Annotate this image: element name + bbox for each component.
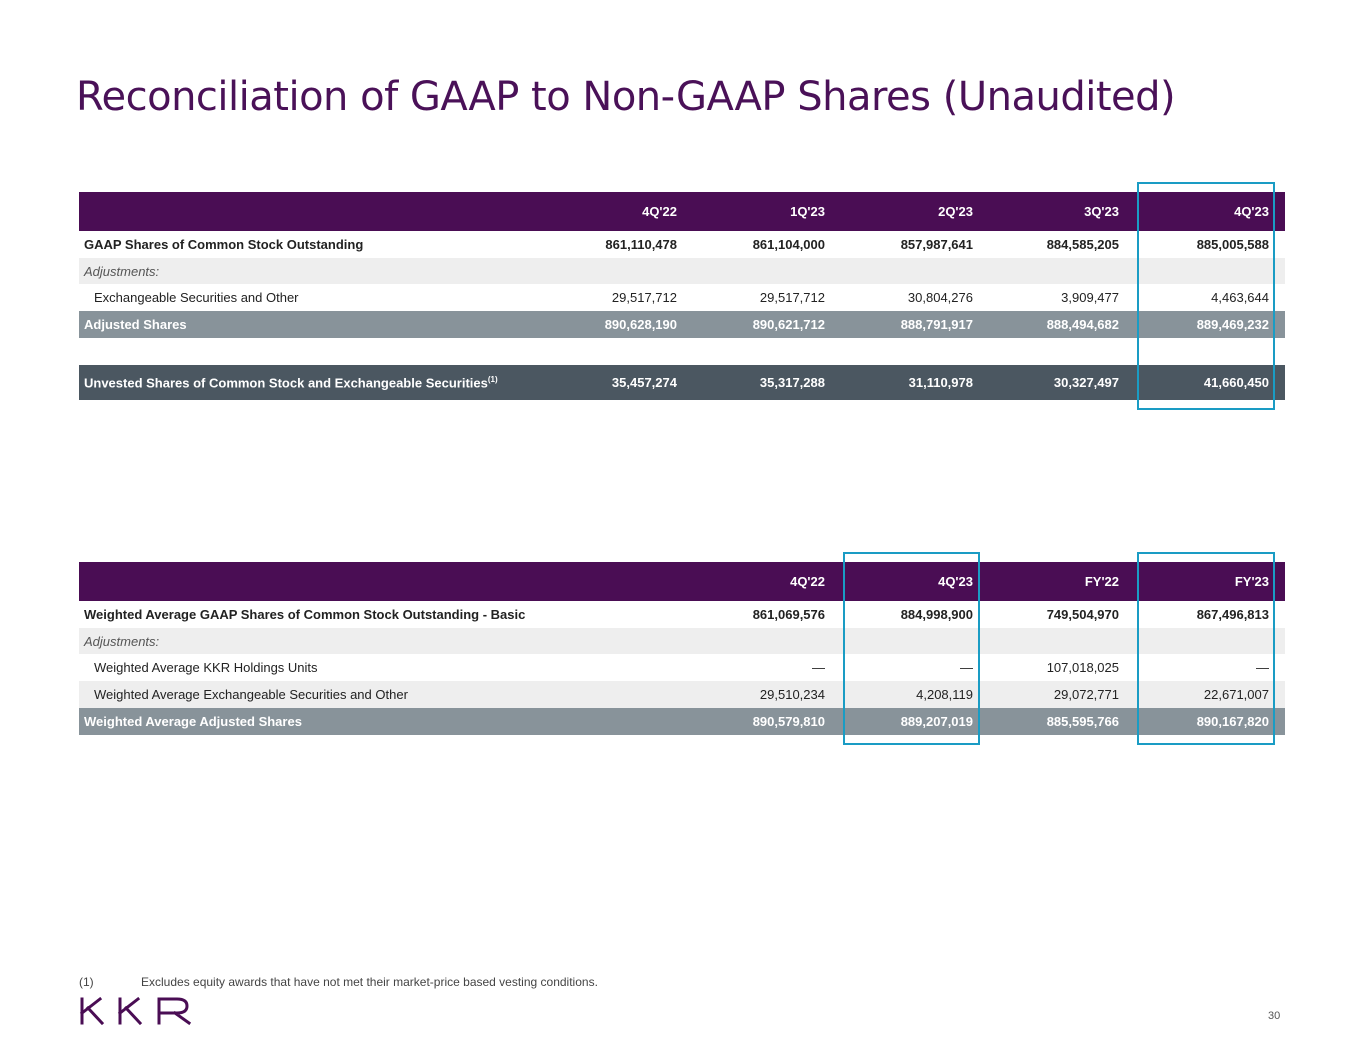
table-row: Weighted Average GAAP Shares of Common S… bbox=[79, 601, 1285, 628]
page-title: Reconciliation of GAAP to Non-GAAP Share… bbox=[76, 74, 1176, 120]
spacer-row bbox=[79, 338, 1285, 365]
row-label: GAAP Shares of Common Stock Outstanding bbox=[84, 237, 364, 252]
row-label: Adjustments: bbox=[84, 633, 160, 649]
header-blank bbox=[79, 562, 693, 601]
cell-value: 30,804,276 bbox=[907, 290, 973, 305]
row-label: Unvested Shares of Common Stock and Exch… bbox=[84, 374, 498, 391]
cell-value: 867,496,813 bbox=[1196, 607, 1269, 622]
column-header: 4Q'23 bbox=[1234, 204, 1269, 219]
column-header: FY'23 bbox=[1234, 574, 1269, 589]
kkr-logo bbox=[79, 996, 195, 1030]
column-header: 2Q'23 bbox=[938, 204, 973, 219]
cell-value: 885,005,588 bbox=[1196, 237, 1269, 252]
column-header: 4Q'23 bbox=[938, 574, 973, 589]
cell-value: — bbox=[812, 660, 825, 675]
cell-value: 4,208,119 bbox=[916, 687, 973, 702]
cell-value: — bbox=[960, 660, 973, 675]
cell-value: 29,517,712 bbox=[611, 290, 677, 305]
column-header: 4Q'22 bbox=[790, 574, 825, 589]
table-row: Exchangeable Securities and Other 29,517… bbox=[79, 284, 1285, 311]
cell-value: 749,504,970 bbox=[1046, 607, 1119, 622]
cell-value: 41,660,450 bbox=[1203, 375, 1269, 390]
table-row: Weighted Average Exchangeable Securities… bbox=[79, 681, 1285, 708]
footnote-ref: (1) bbox=[487, 374, 498, 384]
cell-value: 888,494,682 bbox=[1046, 317, 1119, 332]
cell-value: 890,167,820 bbox=[1196, 714, 1269, 729]
column-header: 3Q'23 bbox=[1084, 204, 1119, 219]
row-label: Adjustments: bbox=[84, 263, 160, 279]
cell-value: 35,457,274 bbox=[611, 375, 677, 390]
row-label: Weighted Average GAAP Shares of Common S… bbox=[84, 607, 526, 622]
cell-value: 4,463,644 bbox=[1211, 290, 1269, 305]
cell-value: 35,317,288 bbox=[759, 375, 825, 390]
cell-value: 3,909,477 bbox=[1061, 290, 1119, 305]
row-label: Weighted Average KKR Holdings Units bbox=[94, 660, 318, 675]
table-row: Weighted Average Adjusted Shares 890,579… bbox=[79, 708, 1285, 735]
cell-value: 884,585,205 bbox=[1046, 237, 1119, 252]
cell-value: 889,469,232 bbox=[1196, 317, 1269, 332]
footnote-number: (1) bbox=[79, 975, 94, 989]
cell-value: 861,110,478 bbox=[605, 237, 677, 252]
column-header: 1Q'23 bbox=[790, 204, 825, 219]
table-row: Unvested Shares of Common Stock and Exch… bbox=[79, 365, 1285, 400]
cell-value: 31,110,978 bbox=[908, 375, 973, 390]
cell-value: 890,579,810 bbox=[752, 714, 825, 729]
cell-value: 29,510,234 bbox=[759, 687, 825, 702]
cell-value: 890,628,190 bbox=[604, 317, 677, 332]
table-row: Adjustments: bbox=[79, 258, 1285, 284]
cell-value: 889,207,019 bbox=[900, 714, 973, 729]
footnote-text: Excludes equity awards that have not met… bbox=[141, 975, 598, 989]
shares-outstanding-table: 4Q'22 1Q'23 2Q'23 3Q'23 4Q'23 GAAP Share… bbox=[79, 192, 1285, 400]
cell-value: 29,517,712 bbox=[759, 290, 825, 305]
row-label: Weighted Average Adjusted Shares bbox=[84, 714, 302, 729]
footnote: (1) Excludes equity awards that have not … bbox=[79, 975, 598, 989]
cell-value: 884,998,900 bbox=[900, 607, 973, 622]
cell-value: 861,069,576 bbox=[752, 607, 825, 622]
cell-value: 885,595,766 bbox=[1046, 714, 1119, 729]
column-header: FY'22 bbox=[1084, 574, 1119, 589]
header-blank bbox=[79, 192, 525, 231]
cell-value: 857,987,641 bbox=[900, 237, 973, 252]
table-header-row: 4Q'22 1Q'23 2Q'23 3Q'23 4Q'23 bbox=[79, 192, 1285, 231]
table-row: GAAP Shares of Common Stock Outstanding … bbox=[79, 231, 1285, 258]
cell-value: 888,791,917 bbox=[900, 317, 973, 332]
row-label: Adjusted Shares bbox=[84, 317, 187, 332]
cell-value: 22,671,007 bbox=[1203, 687, 1269, 702]
weighted-average-shares-table: 4Q'22 4Q'23 FY'22 FY'23 Weighted Average… bbox=[79, 562, 1285, 735]
cell-value: 107,018,025 bbox=[1046, 660, 1119, 675]
table-header-row: 4Q'22 4Q'23 FY'22 FY'23 bbox=[79, 562, 1285, 601]
row-label: Exchangeable Securities and Other bbox=[94, 290, 299, 305]
page-number: 30 bbox=[1268, 1010, 1281, 1022]
cell-value: 861,104,000 bbox=[752, 237, 825, 252]
cell-value: 30,327,497 bbox=[1053, 375, 1119, 390]
cell-value: 29,072,771 bbox=[1053, 687, 1119, 702]
table-row: Adjustments: bbox=[79, 628, 1285, 654]
column-header: 4Q'22 bbox=[642, 204, 677, 219]
table-row: Adjusted Shares 890,628,190 890,621,712 … bbox=[79, 311, 1285, 338]
table-row: Weighted Average KKR Holdings Units — — … bbox=[79, 654, 1285, 681]
cell-value: 890,621,712 bbox=[752, 317, 825, 332]
cell-value: — bbox=[1256, 660, 1269, 675]
row-label: Weighted Average Exchangeable Securities… bbox=[94, 687, 408, 702]
